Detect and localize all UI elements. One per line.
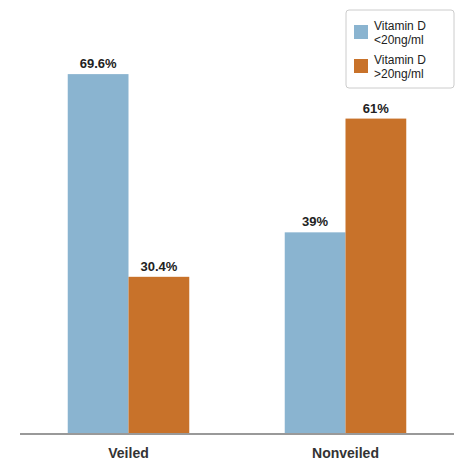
data-label: 69.6%: [80, 56, 117, 71]
legend-swatch: [354, 25, 368, 39]
bar: Nonveiled: 39%: [285, 232, 346, 434]
data-label: 30.4%: [140, 259, 177, 274]
chart-container: Veiled: 69.6% Nonveiled: 39% Veiled: 30.4%…: [0, 0, 474, 474]
x-tick-label: Veiled: [108, 445, 148, 461]
data-label: 39%: [302, 214, 328, 229]
x-tick-label: Nonveiled: [312, 445, 379, 461]
bar: Veiled: 30.4%: [129, 277, 190, 434]
data-label: 61%: [363, 101, 389, 116]
legend-label: Vitamin D<20ng/ml: [374, 19, 426, 47]
bars: Veiled: 69.6% Nonveiled: 39% Veiled: 30.4%…: [68, 74, 407, 434]
legend-frame: [346, 10, 454, 88]
legend-swatch: [354, 59, 368, 73]
legend: Vitamin D<20ng/ml Vitamin D>20ng/ml: [346, 10, 454, 88]
bar: Veiled: 69.6%: [68, 74, 129, 434]
legend-label: Vitamin D>20ng/ml: [374, 53, 426, 81]
x-tick-labels: Veiled Nonveiled: [108, 445, 379, 461]
data-labels: 69.6% 39% 30.4% 61%: [80, 56, 390, 274]
chart-svg: Veiled: 69.6% Nonveiled: 39% Veiled: 30.4%…: [0, 0, 474, 474]
x-axis-line: [20, 433, 454, 435]
bar: Nonveiled: 61%: [346, 119, 407, 434]
